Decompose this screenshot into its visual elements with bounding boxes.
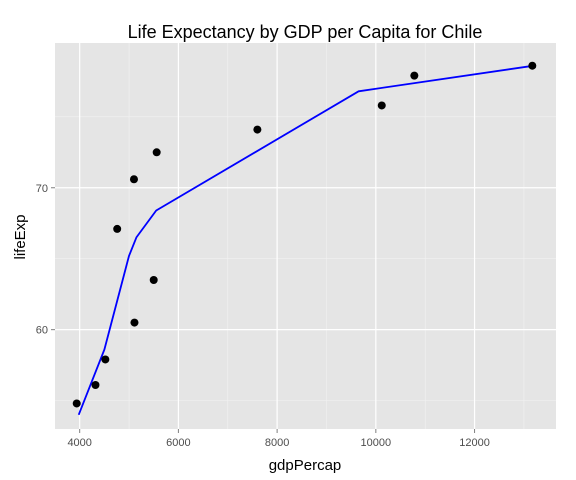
data-point <box>377 101 386 110</box>
y-tick-label: 60 <box>36 325 48 337</box>
x-tick-label: 6000 <box>166 437 190 449</box>
y-axis-ticks: 60 70 <box>36 183 55 337</box>
x-axis-ticks: 4000 6000 8000 10000 12000 <box>67 429 490 449</box>
x-axis-label: gdpPercap <box>269 457 342 474</box>
data-point <box>130 318 139 327</box>
y-tick-label: 70 <box>36 183 48 195</box>
x-tick-label: 10000 <box>361 437 392 449</box>
data-point <box>410 71 419 80</box>
data-point <box>253 125 262 134</box>
x-tick-label: 8000 <box>265 437 289 449</box>
data-point <box>149 275 158 284</box>
y-axis-label: lifeExp <box>12 214 29 259</box>
data-point <box>113 224 122 233</box>
points <box>72 61 537 408</box>
data-point <box>528 61 537 70</box>
data-point <box>152 148 161 157</box>
data-point <box>101 355 110 364</box>
x-tick-label: 4000 <box>67 437 91 449</box>
data-point <box>91 381 100 390</box>
plot-panel <box>55 43 556 429</box>
grid-minor <box>55 43 556 429</box>
x-tick-label: 12000 <box>459 437 490 449</box>
series-lines <box>77 64 534 416</box>
data-point <box>129 175 138 184</box>
trend-line <box>77 64 534 416</box>
chart-title: Life Expectancy by GDP per Capita for Ch… <box>128 22 483 42</box>
data-point <box>72 399 81 408</box>
grid-major <box>55 43 556 429</box>
